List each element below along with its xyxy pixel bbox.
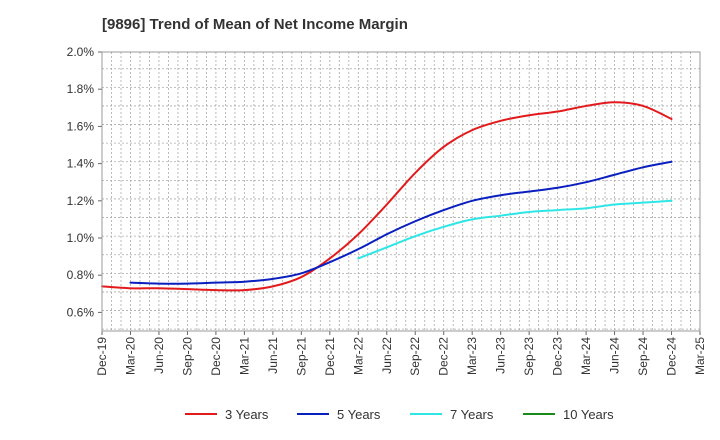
series-line-3-years [101, 101, 673, 292]
x-tick-label: Sep-24 [636, 337, 650, 376]
x-tick-label: Jun-22 [380, 337, 394, 374]
y-tick-label: 1.6% [67, 119, 95, 133]
x-tick-label: Sep-23 [522, 337, 536, 376]
chart-title: [9896] Trend of Mean of Net Income Margi… [102, 16, 408, 33]
legend-label-3-years: 3 Years [225, 407, 269, 422]
x-tick-label: Mar-23 [465, 337, 479, 375]
y-axis-ticks: 0.6% 0.8% 1.0% 1.2% 1.4% 1.6% 1.8% 2.0% [67, 45, 102, 319]
series-line-7-years [357, 199, 673, 260]
x-tick-label: Jun-23 [494, 337, 508, 374]
x-tick-label: Sep-22 [408, 337, 422, 376]
x-tick-label: Mar-20 [123, 337, 137, 375]
y-tick-label: 1.8% [67, 82, 95, 96]
x-tick-label: Mar-22 [351, 337, 365, 375]
y-tick-label: 2.0% [67, 45, 95, 59]
y-tick-label: 1.4% [67, 157, 95, 171]
grid [102, 52, 700, 331]
legend: 3 Years 5 Years 7 Years 10 Years [185, 407, 614, 422]
x-tick-label: Mar-25 [693, 337, 707, 375]
plot-frame [101, 51, 701, 332]
x-tick-label: Jun-20 [152, 337, 166, 374]
x-tick-label: Sep-21 [294, 337, 308, 376]
x-tick-label: Mar-24 [579, 337, 593, 375]
x-tick-label: Jun-21 [266, 337, 280, 374]
x-tick-label: Dec-23 [551, 337, 565, 376]
legend-label-7-years: 7 Years [450, 407, 494, 422]
legend-label-10-years: 10 Years [563, 407, 614, 422]
series-lines [101, 101, 673, 292]
x-tick-label: Dec-21 [323, 337, 337, 376]
legend-label-5-years: 5 Years [337, 407, 381, 422]
x-tick-label: Dec-20 [209, 337, 223, 376]
y-tick-label: 1.0% [67, 231, 95, 245]
y-tick-label: 0.8% [67, 268, 95, 282]
x-tick-label: Dec-24 [665, 337, 679, 376]
x-tick-label: Sep-20 [180, 337, 194, 376]
x-tick-label: Dec-22 [437, 337, 451, 376]
x-tick-label: Jun-24 [608, 337, 622, 374]
series-line-5-years [129, 160, 673, 285]
x-tick-label: Mar-21 [237, 337, 251, 375]
y-tick-label: 0.6% [67, 305, 95, 319]
x-tick-label: Dec-19 [95, 337, 109, 376]
y-tick-label: 1.2% [67, 194, 95, 208]
x-axis-ticks: Dec-19 Mar-20 Jun-20 Sep-20 Dec-20 Mar-21 Jun-… [95, 331, 707, 376]
